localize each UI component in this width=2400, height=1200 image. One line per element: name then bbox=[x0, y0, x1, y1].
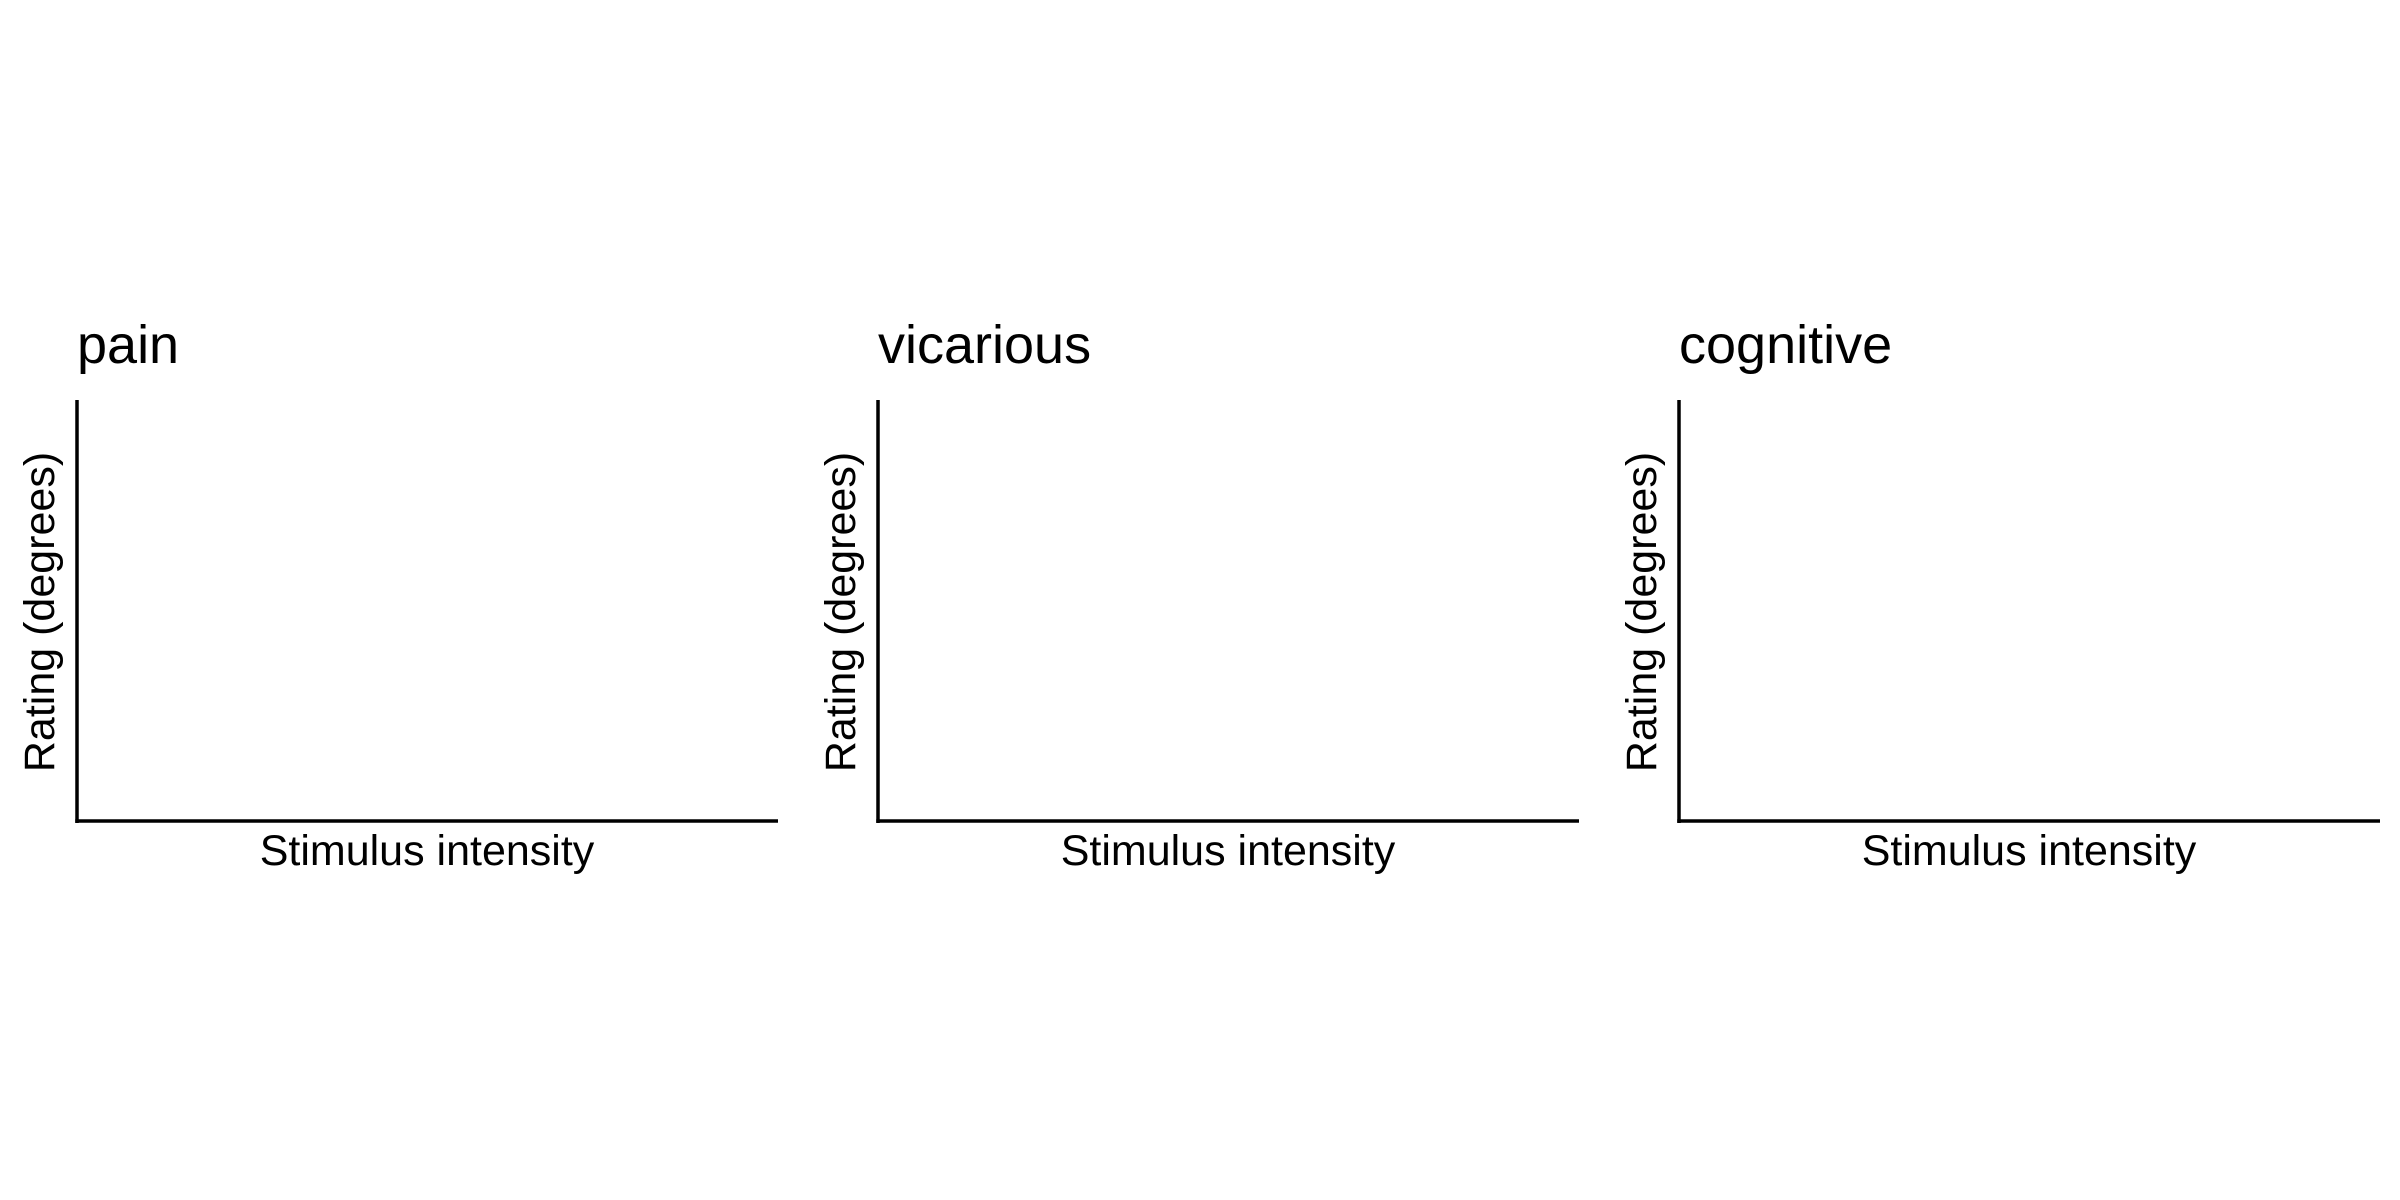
x-axis-label: Stimulus intensity bbox=[260, 827, 595, 875]
y-axis-label: Rating (degrees) bbox=[817, 452, 865, 772]
panel-title: pain bbox=[77, 315, 179, 375]
x-axis-label: Stimulus intensity bbox=[1061, 827, 1396, 875]
panel-vicarious: vicarious Stimulus intensity Rating (deg… bbox=[817, 315, 1579, 875]
x-axis-label: Stimulus intensity bbox=[1862, 827, 2197, 875]
y-axis-label: Rating (degrees) bbox=[16, 452, 64, 772]
y-axis-label: Rating (degrees) bbox=[1618, 452, 1666, 772]
panel-pain: pain Stimulus intensity Rating (degrees) bbox=[16, 315, 778, 875]
panel-title: vicarious bbox=[878, 315, 1091, 375]
panel-cognitive: cognitive Stimulus intensity Rating (deg… bbox=[1618, 315, 2380, 875]
panel-title: cognitive bbox=[1679, 315, 1892, 375]
